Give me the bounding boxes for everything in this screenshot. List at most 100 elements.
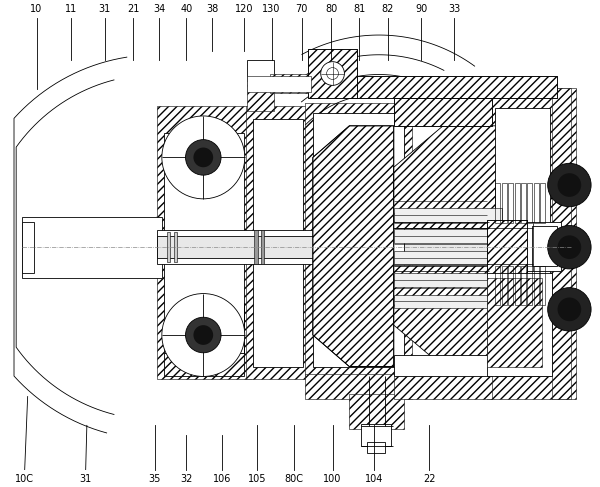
Bar <box>22 222 34 273</box>
Bar <box>305 103 412 376</box>
Text: 100: 100 <box>323 473 342 484</box>
Bar <box>394 229 502 243</box>
Bar <box>508 183 513 223</box>
Bar <box>349 76 557 98</box>
Bar <box>502 266 507 305</box>
Bar <box>247 81 274 111</box>
Circle shape <box>548 288 591 331</box>
Bar <box>394 251 502 265</box>
Text: 10: 10 <box>31 4 43 14</box>
Bar <box>253 119 303 367</box>
Bar <box>394 355 493 376</box>
Bar <box>394 208 502 222</box>
Bar <box>540 183 545 223</box>
Text: 130: 130 <box>262 4 281 14</box>
Text: 31: 31 <box>98 4 111 14</box>
Text: 106: 106 <box>212 473 231 484</box>
Bar <box>164 133 244 353</box>
Bar <box>394 273 502 287</box>
Polygon shape <box>313 126 394 367</box>
Text: 70: 70 <box>296 4 308 14</box>
Bar <box>246 106 310 379</box>
Text: 80: 80 <box>325 4 338 14</box>
Bar <box>22 217 162 278</box>
Circle shape <box>557 173 581 197</box>
Circle shape <box>193 148 213 167</box>
Text: 21: 21 <box>127 4 139 14</box>
Text: 82: 82 <box>382 4 394 14</box>
Bar <box>532 226 557 266</box>
Text: 80C: 80C <box>284 473 304 484</box>
Circle shape <box>321 62 344 85</box>
Bar <box>394 98 493 126</box>
Circle shape <box>326 68 338 79</box>
Text: 105: 105 <box>248 473 266 484</box>
Bar <box>157 230 532 264</box>
Text: 81: 81 <box>353 4 365 14</box>
Bar <box>527 183 532 223</box>
Bar <box>540 266 545 305</box>
Text: 120: 120 <box>235 4 253 14</box>
Text: 11: 11 <box>65 4 77 14</box>
Circle shape <box>185 317 221 353</box>
Bar <box>349 394 404 429</box>
Bar <box>394 295 502 308</box>
Bar <box>394 372 493 399</box>
Bar <box>157 106 251 379</box>
Circle shape <box>548 163 591 207</box>
Circle shape <box>548 225 591 269</box>
Bar <box>496 266 500 305</box>
Polygon shape <box>164 303 244 376</box>
Circle shape <box>162 116 245 199</box>
Bar <box>515 266 520 305</box>
Bar <box>515 183 520 223</box>
Circle shape <box>557 235 581 259</box>
Bar <box>157 236 532 258</box>
Bar <box>247 60 274 81</box>
Circle shape <box>185 140 221 175</box>
Bar <box>551 88 571 399</box>
Bar <box>527 266 532 305</box>
Text: 10C: 10C <box>15 473 34 484</box>
Bar <box>487 88 576 399</box>
Bar <box>260 230 265 264</box>
Circle shape <box>162 294 245 376</box>
Bar <box>487 278 542 367</box>
Bar <box>508 266 513 305</box>
Text: 32: 32 <box>180 473 193 484</box>
Bar <box>313 113 404 367</box>
Text: 35: 35 <box>149 473 161 484</box>
Bar <box>502 183 507 223</box>
Bar <box>394 98 493 126</box>
Text: 33: 33 <box>448 4 460 14</box>
Bar <box>487 220 527 274</box>
Bar <box>247 76 311 92</box>
Bar <box>308 49 357 98</box>
Bar <box>496 108 550 376</box>
Text: 34: 34 <box>153 4 165 14</box>
Bar <box>167 232 170 262</box>
Bar <box>496 183 500 223</box>
Bar <box>349 76 557 98</box>
Text: 38: 38 <box>206 4 218 14</box>
Bar <box>361 424 391 446</box>
Bar <box>254 230 257 264</box>
Bar <box>534 266 539 305</box>
Bar <box>305 375 412 399</box>
Bar <box>521 183 526 223</box>
Bar <box>487 273 551 376</box>
Bar <box>367 442 385 453</box>
Text: 40: 40 <box>180 4 193 14</box>
Circle shape <box>557 298 581 321</box>
Text: 22: 22 <box>423 473 436 484</box>
Polygon shape <box>394 266 507 367</box>
Bar <box>487 220 527 274</box>
Text: 90: 90 <box>415 4 427 14</box>
Circle shape <box>193 325 213 345</box>
Text: 31: 31 <box>80 473 92 484</box>
Bar <box>534 183 539 223</box>
Bar <box>527 222 562 271</box>
Bar <box>521 266 526 305</box>
Bar <box>308 49 357 98</box>
Text: 104: 104 <box>365 473 383 484</box>
